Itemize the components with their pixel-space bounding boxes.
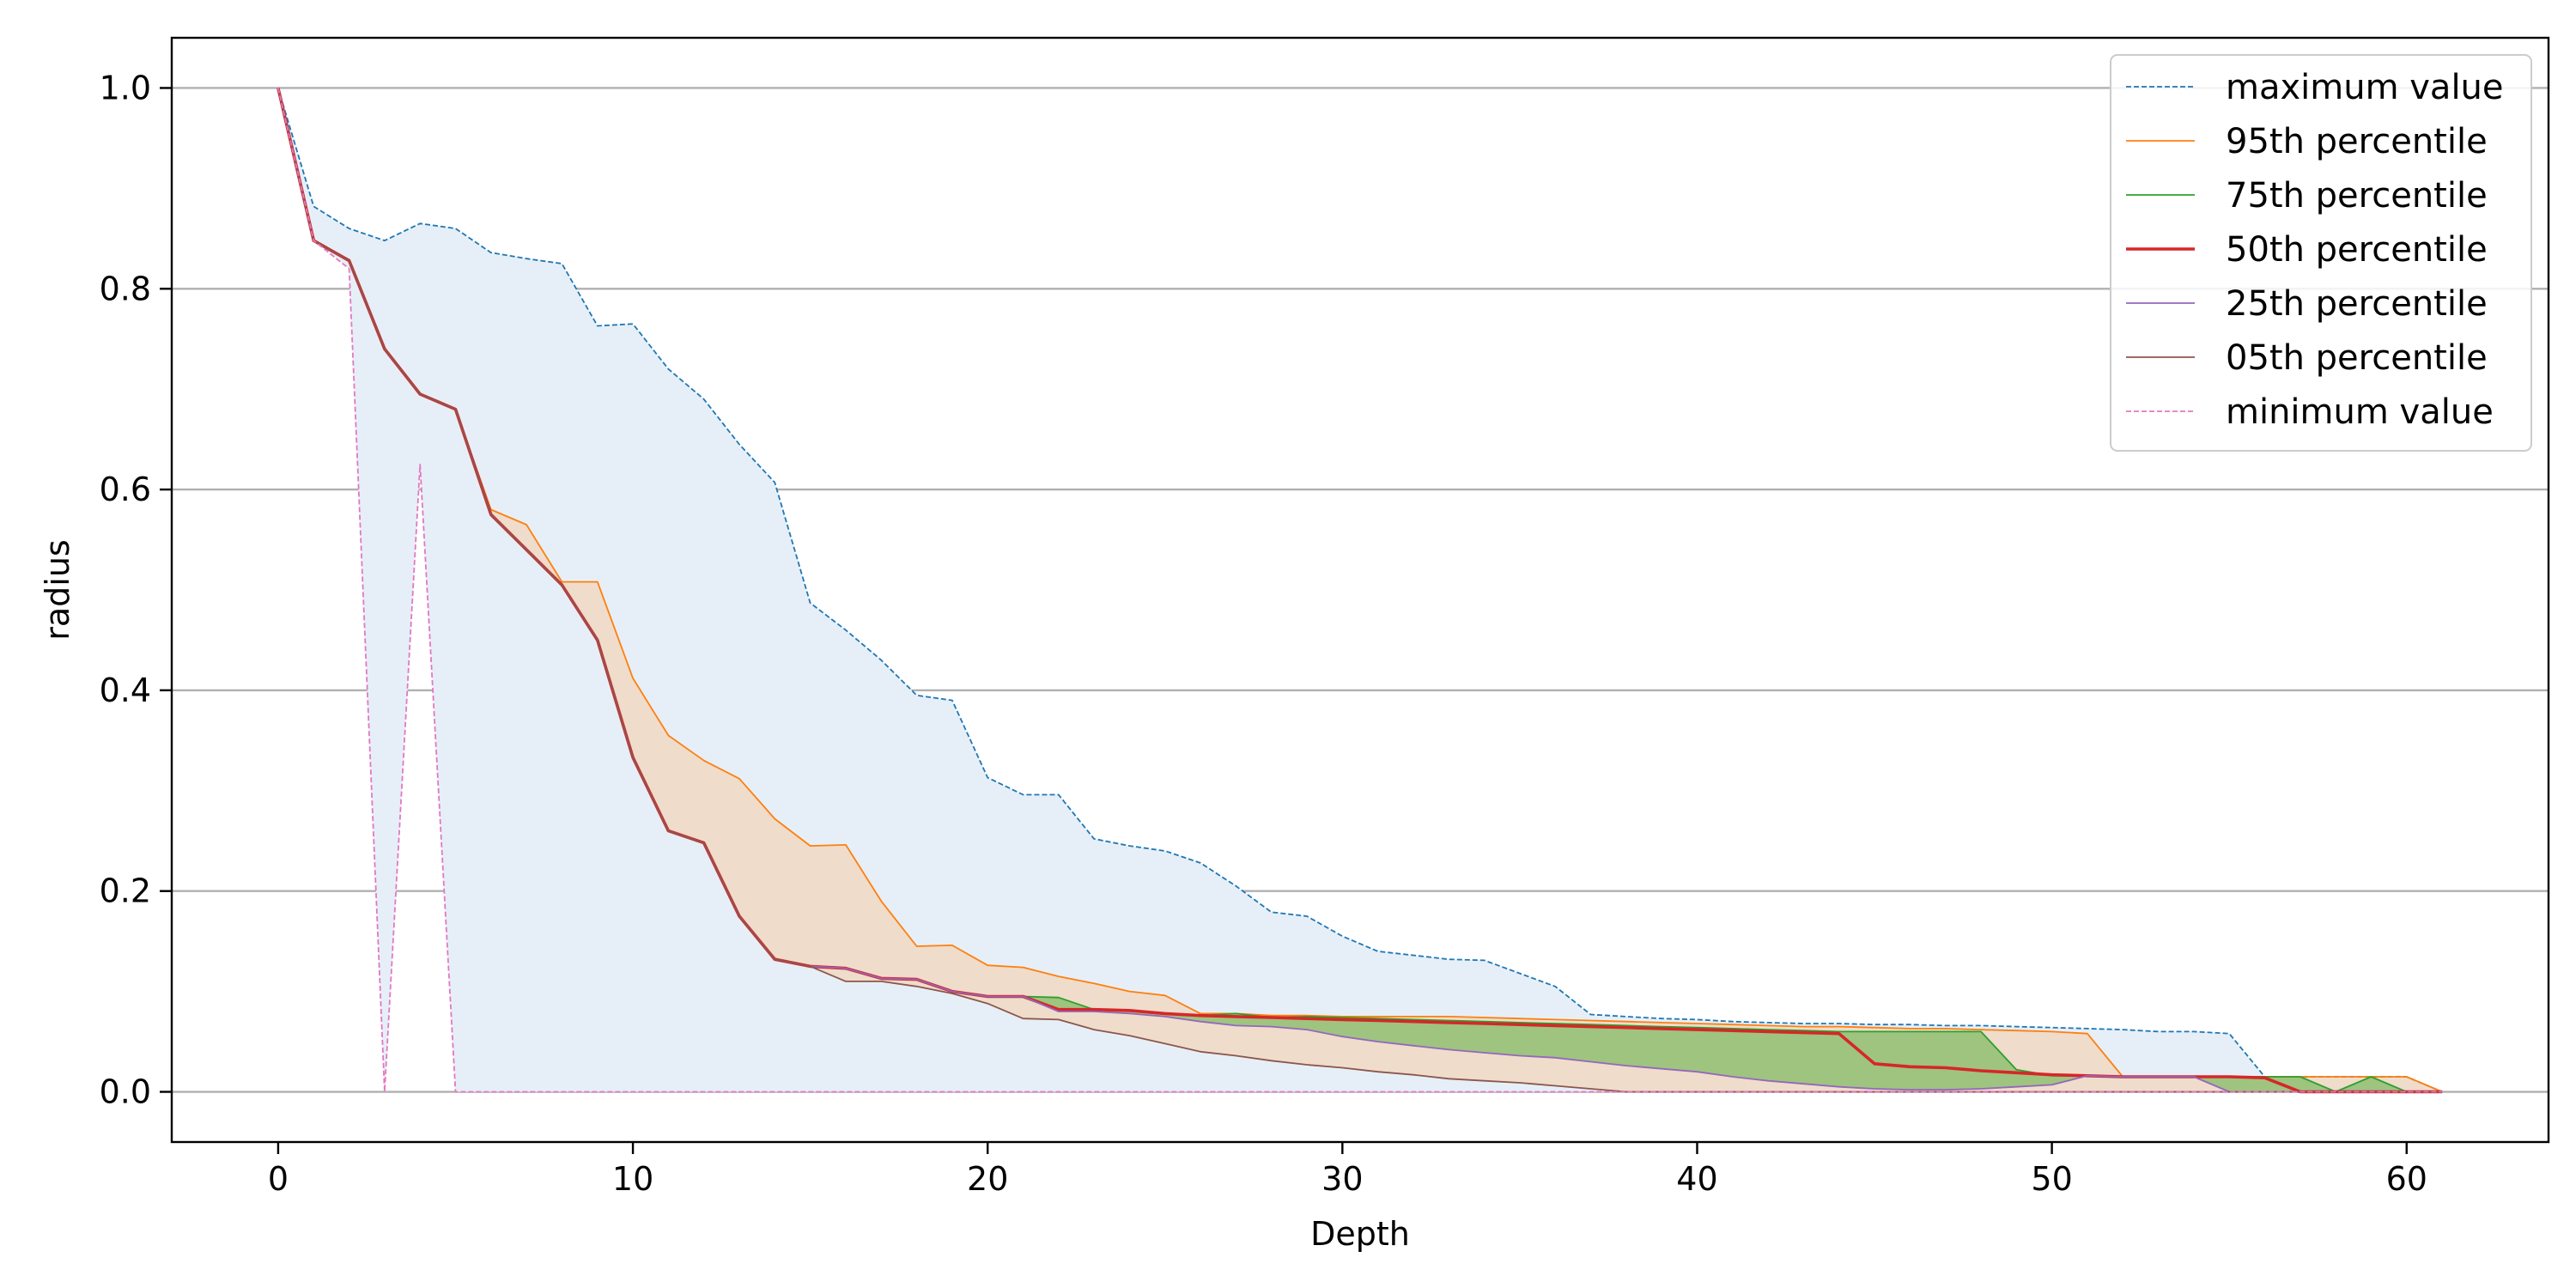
legend-label: maximum value [2226, 68, 2504, 107]
x-tick-label: 60 [2386, 1160, 2427, 1198]
series-line-6 [277, 88, 2443, 1093]
y-tick-label: 0.0 [100, 1073, 151, 1111]
x-tick-label: 0 [268, 1160, 289, 1198]
x-tick-label: 10 [612, 1160, 653, 1198]
axis-ticks: 0 10 20 30 40 50 60 0.0 0.2 0.4 0.6 0.8 1.0 [100, 69, 2427, 1198]
plot-area-frame [170, 36, 2550, 1144]
x-tick-label: 40 [1676, 1160, 1717, 1198]
legend-label: 95th percentile [2226, 122, 2488, 161]
legend-label: 50th percentile [2226, 230, 2488, 270]
percentile-bands [277, 88, 2443, 1092]
x-tick-label: 50 [2031, 1160, 2072, 1198]
series-line-5 [277, 88, 2443, 1093]
y-tick-label: 0.8 [100, 270, 151, 307]
x-tick-label: 20 [967, 1160, 1008, 1198]
legend-label: minimum value [2226, 392, 2494, 432]
series-line-0 [277, 88, 2443, 1093]
y-axis-label: radius [39, 539, 76, 640]
series-line-1 [277, 88, 2443, 1093]
y-tick-label: 0.4 [100, 671, 151, 709]
legend-label: 75th percentile [2226, 176, 2488, 216]
legend-label: 25th percentile [2226, 284, 2488, 324]
y-tick-label: 1.0 [100, 69, 151, 106]
y-tick-label: 0.6 [100, 471, 151, 508]
x-tick-label: 30 [1321, 1160, 1363, 1198]
legend: maximum value 95th percentile 75th percent… [2110, 54, 2532, 452]
y-tick-label: 0.2 [100, 872, 151, 910]
series-lines [276, 88, 2443, 1094]
fill-band-0 [277, 88, 2443, 1092]
x-axis-label: Depth [1310, 1215, 1410, 1253]
legend-label: 05th percentile [2226, 338, 2488, 378]
legend-box [2110, 54, 2532, 452]
